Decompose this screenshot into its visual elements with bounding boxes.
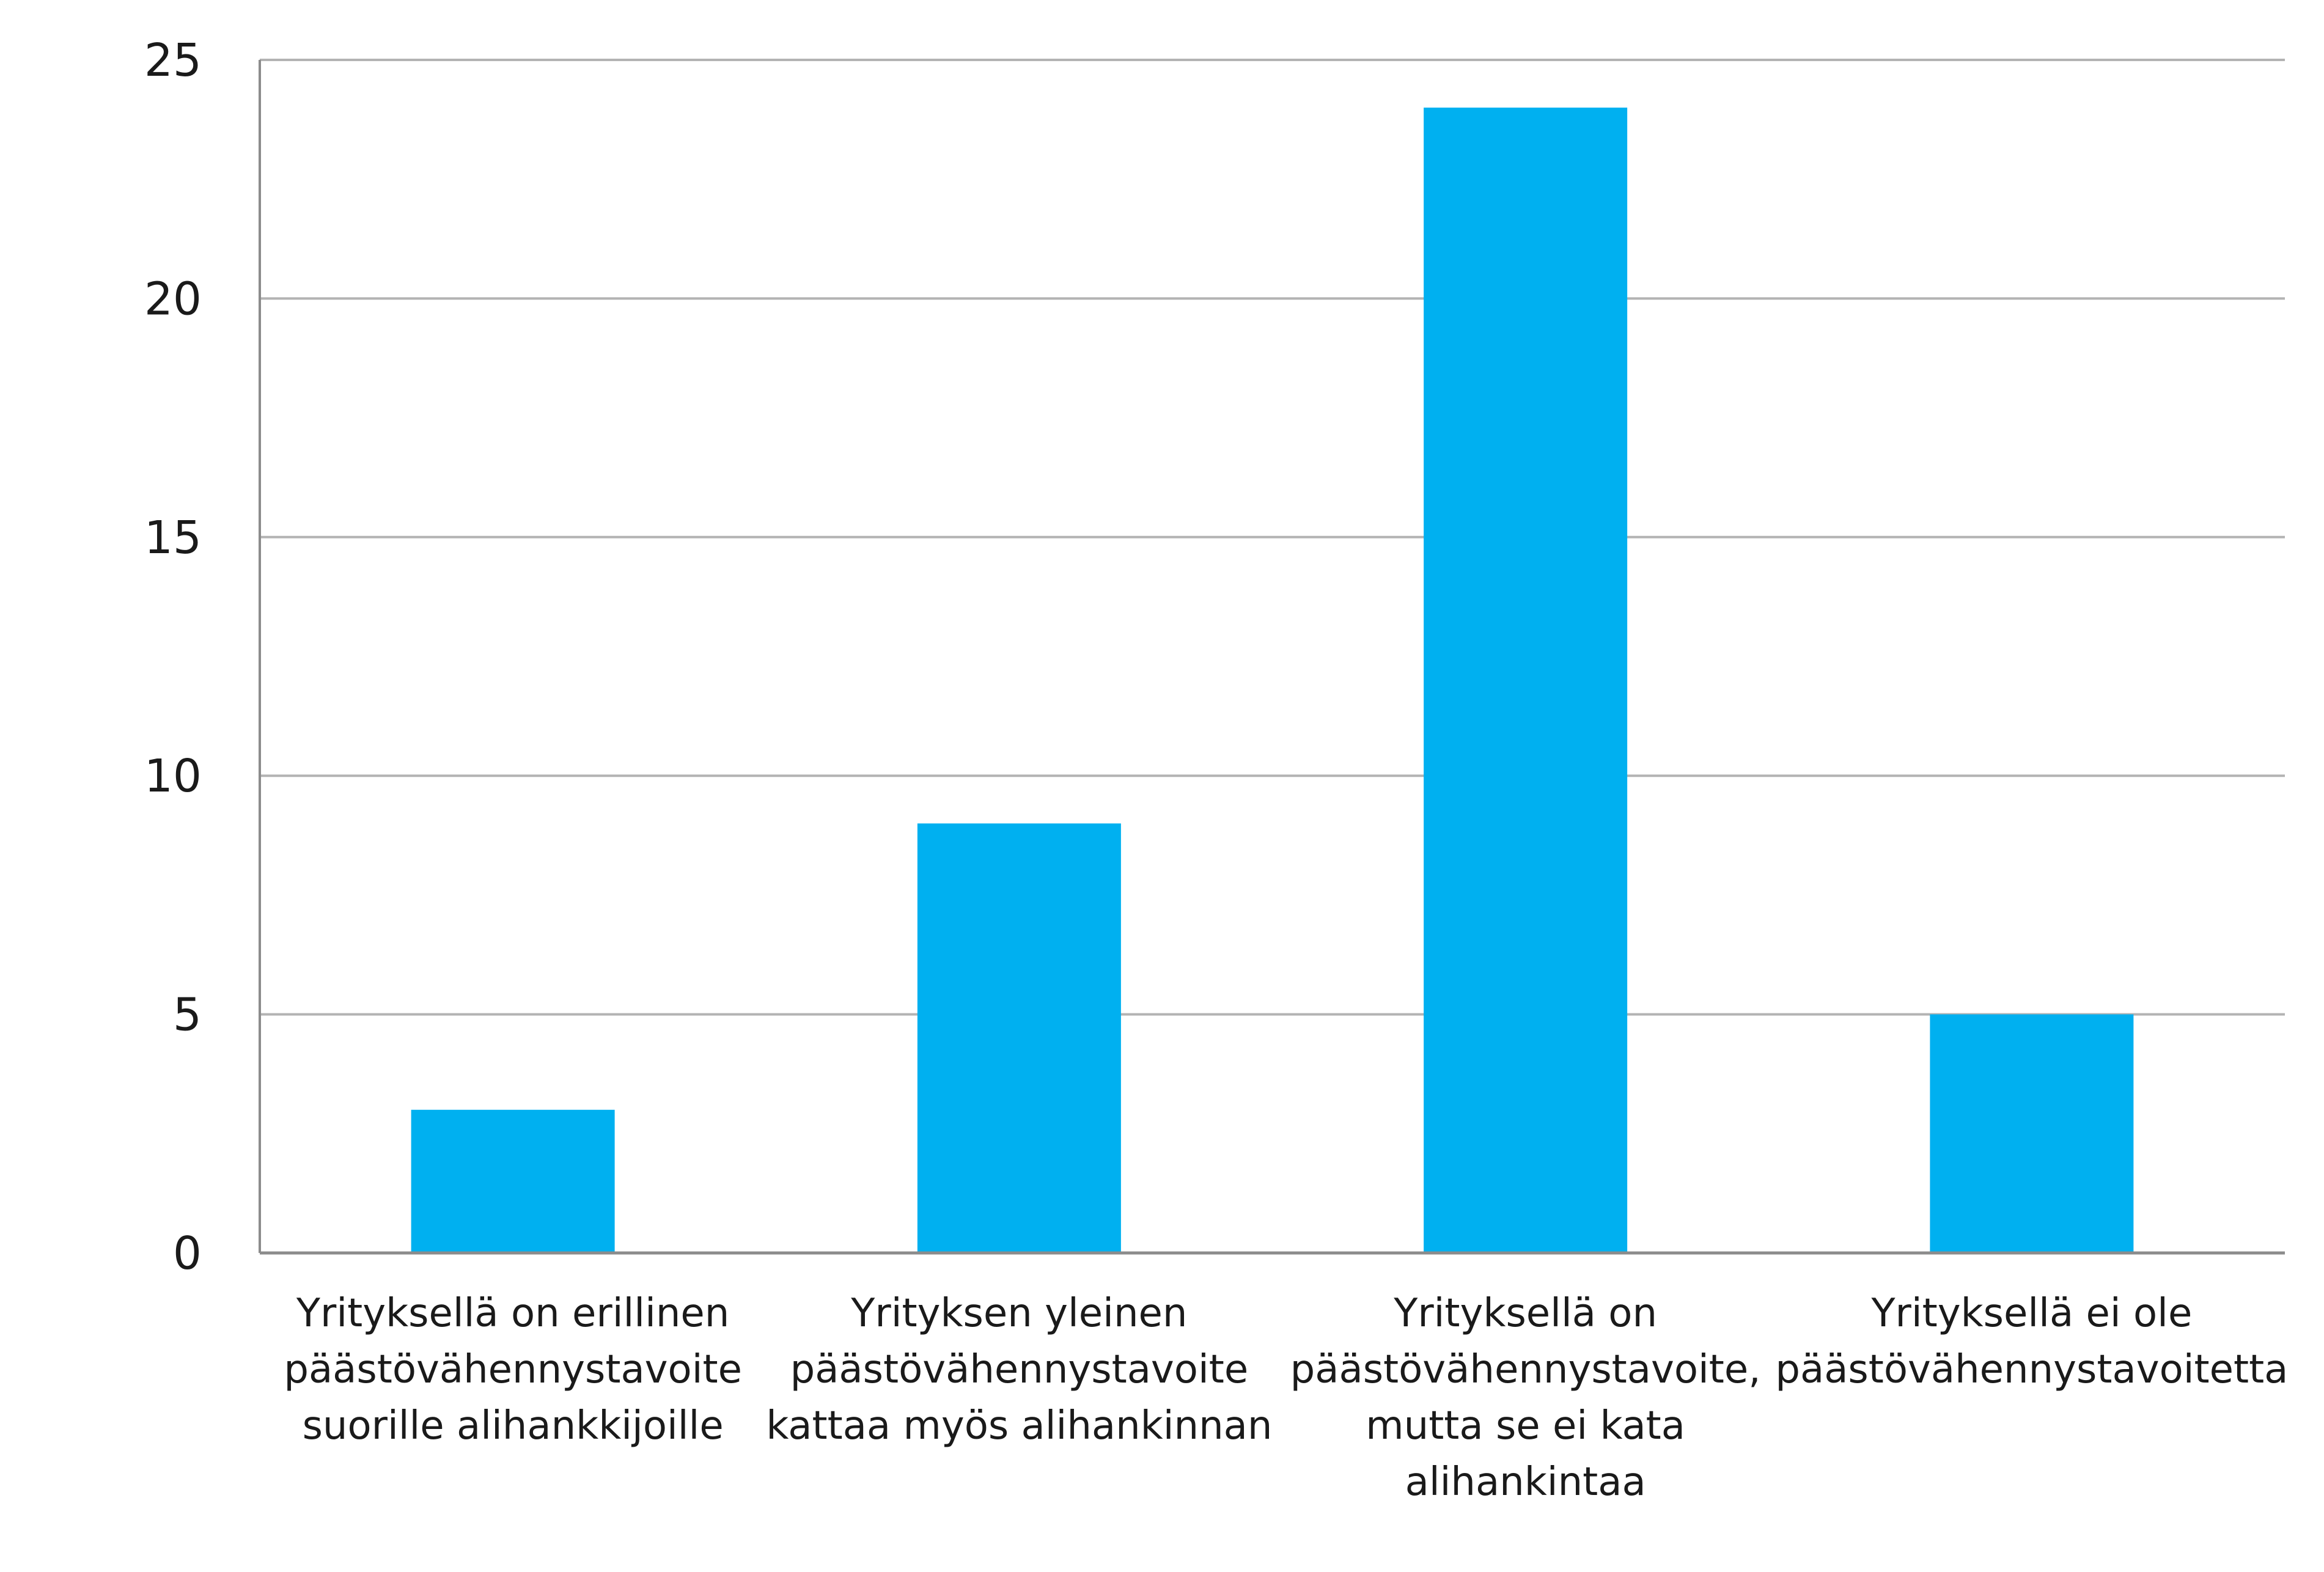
category-label-line: Yrityksellä on [1393,1291,1657,1336]
category-label-line: Yrityksen yleinen [850,1291,1187,1336]
gridlines [260,59,2285,1016]
bar-3 [1424,108,1628,1254]
x-category-labels: Yrityksellä on erillinen päästövähennysta… [284,1291,2288,1505]
bars [411,108,2134,1254]
x-category-label-2: Yrityksen yleinen päästövähennystavoite ka… [766,1291,1272,1449]
bar-2 [917,823,1121,1253]
y-tick-label: 0 [173,1227,202,1280]
y-tick-label: 10 [144,750,202,803]
category-label-line: alihankintaa [1405,1460,1646,1505]
category-label-line: päästövähennystavoite, [1290,1347,1761,1392]
category-label-line: päästövähennystavoite [790,1347,1249,1392]
x-category-label-1: Yrityksellä on erillinen päästövähennysta… [284,1291,742,1449]
x-category-label-3: Yrityksellä on päästövähennystavoite, mutt… [1290,1291,1761,1505]
y-tick-label: 5 [173,989,202,1041]
category-label-line: päästövähennystavoite [284,1347,742,1392]
x-category-label-4: Yrityksellä ei ole päästövähennystavoitet… [1775,1291,2288,1392]
category-label-line: päästövähennystavoitetta [1775,1347,2288,1392]
category-label-line: Yrityksellä ei ole [1870,1291,2192,1336]
category-label-line: kattaa myös alihankinnan [766,1403,1272,1449]
category-label-line: suorille alihankkijoille [303,1403,724,1449]
bar-4 [1930,1014,2134,1253]
y-tick-label: 15 [144,512,202,564]
axes [259,60,2285,1255]
y-tick-label: 20 [144,273,202,325]
category-label-line: mutta se ei kata [1366,1403,1685,1449]
category-label-line: Yrityksellä on erillinen [296,1291,729,1336]
bar-1 [411,1109,615,1253]
y-tick-labels: 0 5 10 15 20 25 [144,34,202,1280]
y-tick-label: 25 [144,34,202,87]
